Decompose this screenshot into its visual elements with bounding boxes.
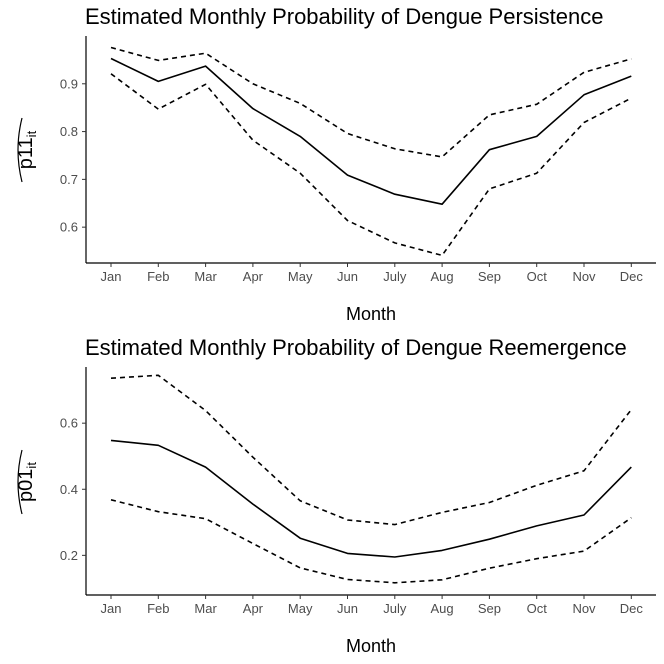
- x-tick-label: Jun: [337, 601, 358, 616]
- x-tick-label: Feb: [147, 269, 169, 284]
- series-group: [110, 374, 632, 584]
- x-tick-label: Jun: [337, 269, 358, 284]
- y-axis-label-hat: [17, 117, 23, 183]
- x-tick-label: Jan: [101, 601, 122, 616]
- x-tick-label: Jan: [101, 269, 122, 284]
- x-tick-label: Aug: [431, 269, 454, 284]
- x-tick-label: Sep: [478, 269, 501, 284]
- x-tick-label: Nov: [572, 601, 596, 616]
- y-axis-label: p01it: [15, 462, 39, 502]
- y-tick-label: 0.6: [60, 220, 78, 235]
- x-tick-label: Oct: [527, 269, 548, 284]
- x-tick-label: Feb: [147, 601, 169, 616]
- x-ticks: Jan Feb Mar Apr May Jun July Aug Sep Oct Nov Dec: [101, 595, 644, 616]
- y-tick-label: 0.9: [60, 76, 78, 91]
- chart-title: Estimated Monthly Probability of Dengue …: [85, 4, 603, 29]
- x-tick-label: Aug: [431, 601, 454, 616]
- x-tick-label: Mar: [194, 269, 217, 284]
- x-tick-label: Nov: [572, 269, 596, 284]
- y-axis-label-subscript: it: [24, 130, 39, 137]
- x-tick-label: Dec: [620, 269, 644, 284]
- x-ticks: Jan Feb Mar Apr May Jun July Aug Sep Oct Nov Dec: [101, 263, 644, 284]
- series-line-lower: [110, 73, 632, 257]
- x-tick-label: May: [288, 601, 313, 616]
- y-axis-label-subscript: it: [24, 462, 39, 469]
- x-tick-label: May: [288, 269, 313, 284]
- y-ticks: 0.6 0.7 0.8 0.9: [60, 76, 86, 235]
- chart-panel-reemergence: Estimated Monthly Probability of Dengue …: [15, 335, 656, 656]
- y-axis-label-main: p01: [15, 469, 37, 502]
- x-tick-label: Mar: [194, 601, 217, 616]
- y-tick-label: 0.4: [60, 482, 78, 497]
- y-tick-label: 0.2: [60, 548, 78, 563]
- y-tick-label: 0.6: [60, 416, 78, 431]
- x-tick-label: Apr: [243, 601, 264, 616]
- y-tick-label: 0.8: [60, 124, 78, 139]
- series-line-upper: [110, 374, 632, 526]
- x-tick-label: Sep: [478, 601, 501, 616]
- x-axis-label: Month: [346, 636, 396, 656]
- series-group: [110, 46, 632, 257]
- series-line-lower: [110, 499, 632, 584]
- chart-panel-persistence: Estimated Monthly Probability of Dengue …: [15, 4, 656, 324]
- x-axis-label: Month: [346, 304, 396, 324]
- series-line-upper: [110, 46, 632, 158]
- y-ticks: 0.2 0.4 0.6: [60, 416, 86, 563]
- y-axis-label-hat: [17, 449, 23, 515]
- y-axis-label: p11it: [15, 130, 39, 169]
- x-tick-label: Oct: [527, 601, 548, 616]
- x-tick-label: July: [383, 601, 407, 616]
- series-line-estimate: [110, 439, 632, 558]
- series-line-estimate: [110, 57, 632, 205]
- chart-title: Estimated Monthly Probability of Dengue …: [85, 335, 627, 360]
- x-tick-label: Dec: [620, 601, 644, 616]
- x-tick-label: Apr: [243, 269, 264, 284]
- x-tick-label: July: [383, 269, 407, 284]
- y-axis-label-main: p11: [15, 137, 37, 169]
- y-tick-label: 0.7: [60, 172, 78, 187]
